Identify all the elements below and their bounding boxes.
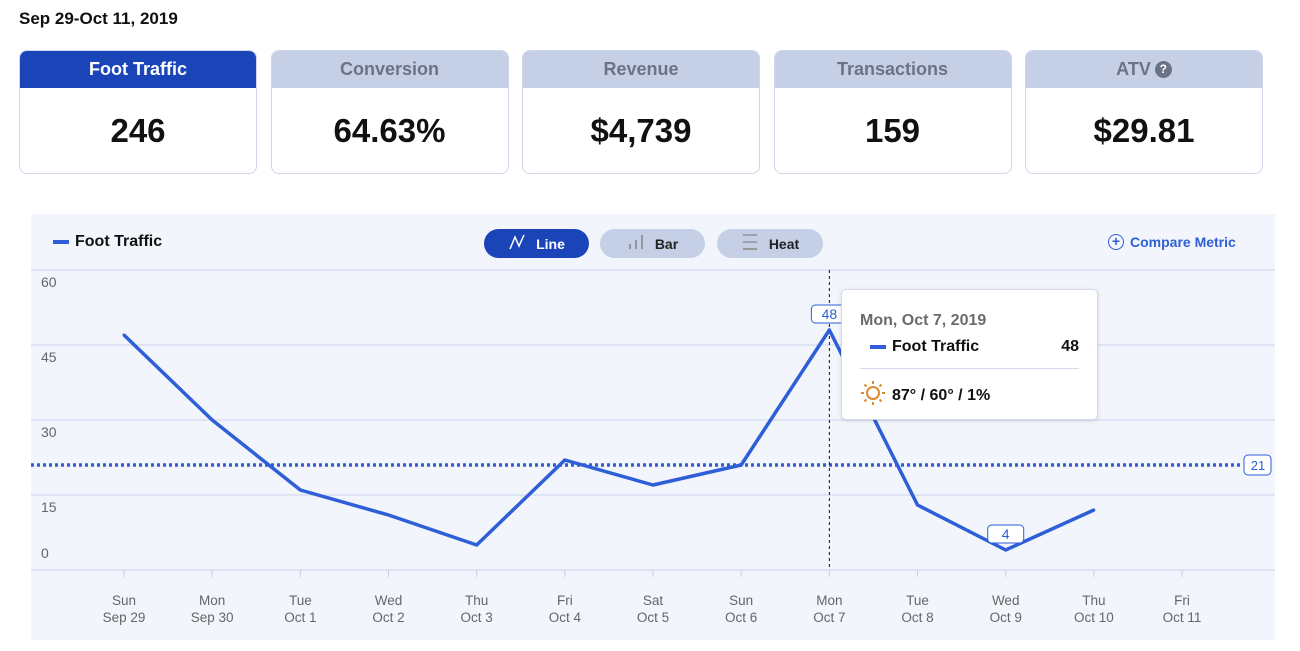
metric-card-transactions[interactable]: Transactions 159: [773, 50, 1012, 174]
x-tick-label: Fri: [1174, 593, 1190, 608]
date-range: Sep 29-Oct 11, 2019: [19, 9, 178, 28]
x-tick-label: Oct 5: [637, 610, 669, 625]
x-tick-label: Mon: [816, 593, 842, 608]
data-label: 4: [1002, 526, 1010, 542]
x-tick-label: Oct 2: [372, 610, 404, 625]
metric-label: Revenue: [523, 51, 759, 88]
data-point: [210, 418, 214, 422]
view-heat-button[interactable]: Heat: [717, 229, 823, 258]
x-tick-label: Sun: [729, 593, 753, 608]
view-label: Line: [536, 235, 565, 252]
divider: [860, 368, 1079, 369]
metric-card-atv[interactable]: ATV? $29.81: [1025, 50, 1263, 174]
metric-value: $29.81: [1093, 112, 1195, 149]
x-tick-label: Sep 29: [103, 610, 146, 625]
x-tick-label: Sep 30: [191, 610, 234, 625]
metric-value: $4,739: [590, 112, 692, 149]
x-tick-label: Oct 3: [461, 610, 493, 625]
metric-label: ATV?: [1026, 51, 1262, 88]
metric-label-text: ATV: [1116, 59, 1151, 79]
x-tick-label: Oct 9: [990, 610, 1022, 625]
x-tick-label: Wed: [992, 593, 1020, 608]
x-tick-label: Wed: [375, 593, 403, 608]
x-tick-label: Fri: [557, 593, 573, 608]
y-tick-label: 0: [41, 545, 49, 561]
line-chart-icon: [508, 234, 526, 253]
average-label: 21: [1251, 458, 1265, 473]
data-label-box: [987, 524, 1025, 544]
tooltip-weather: 87° / 60° / 1%: [892, 386, 991, 404]
x-tick-label: Oct 6: [725, 610, 757, 625]
y-tick-label: 15: [41, 499, 57, 515]
legend-swatch: [870, 345, 886, 349]
x-tick-label: Mon: [199, 593, 225, 608]
metric-label-text: Transactions: [836, 59, 949, 79]
data-label: 48: [822, 306, 838, 322]
view-label: Heat: [768, 235, 800, 252]
metric-card-revenue[interactable]: Revenue $4,739: [522, 50, 760, 174]
legend-swatch: [53, 240, 69, 244]
data-point: [739, 463, 743, 467]
metric-label: Transactions: [774, 51, 1011, 88]
x-tick-label: Oct 11: [1163, 610, 1202, 625]
x-tick-label: Tue: [289, 593, 312, 608]
y-tick-label: 45: [41, 349, 57, 365]
metric-value: 64.63%: [333, 112, 446, 149]
plus-circle-icon: +: [1108, 234, 1124, 250]
bar-chart-icon: [627, 234, 645, 253]
tooltip: Mon, Oct 7, 2019 Foot Traffic 48 87° / 60…: [841, 289, 1098, 420]
metric-label: Conversion: [271, 51, 508, 88]
x-tick-label: Tue: [906, 593, 929, 608]
tooltip-series: Foot Traffic: [892, 338, 980, 355]
x-tick-label: Sun: [112, 593, 136, 608]
x-tick-label: Oct 4: [549, 610, 582, 625]
metric-card-conversion[interactable]: Conversion 64.63%: [270, 50, 509, 174]
series-line-foot-traffic: [122, 328, 1095, 552]
metric-value: 159: [864, 112, 921, 149]
metric-label-text: Conversion: [339, 59, 440, 79]
view-label: Bar: [654, 235, 679, 252]
legend-label: Foot Traffic: [75, 233, 163, 250]
question-circle-icon[interactable]: ?: [1154, 61, 1172, 78]
x-tick-label: Oct 10: [1074, 610, 1114, 625]
data-point: [916, 503, 920, 507]
metric-label-text: Revenue: [603, 59, 679, 79]
x-tick-label: Oct 1: [284, 610, 316, 625]
data-point: [827, 328, 831, 332]
average-badge: [1243, 454, 1272, 476]
metric-value: 246: [110, 112, 166, 149]
x-tick-label: Thu: [465, 593, 488, 608]
sun-icon: [860, 380, 886, 411]
metric-label-text: Foot Traffic: [89, 59, 187, 79]
data-point: [651, 483, 655, 487]
legend: Foot Traffic: [53, 233, 162, 251]
view-line-button[interactable]: Line: [484, 229, 589, 258]
metric-card-foot-traffic[interactable]: Foot Traffic 246: [19, 50, 257, 174]
x-tick-label: Oct 7: [813, 610, 845, 625]
x-tick-label: Oct 8: [901, 610, 933, 625]
data-point: [122, 333, 126, 337]
data-point: [563, 458, 567, 462]
compare-label: Compare Metric: [1130, 234, 1236, 250]
view-bar-button[interactable]: Bar: [600, 229, 705, 258]
data-point: [475, 543, 479, 547]
data-point: [387, 513, 391, 517]
data-point: [298, 488, 302, 492]
metric-label: Foot Traffic: [20, 51, 256, 88]
x-tick-label: Thu: [1082, 593, 1105, 608]
y-tick-label: 30: [41, 424, 57, 440]
tooltip-date: Mon, Oct 7, 2019: [860, 312, 987, 329]
tooltip-value: 48: [1061, 338, 1079, 355]
data-point: [1092, 508, 1096, 512]
y-tick-label: 60: [41, 274, 57, 290]
data-point: [1004, 548, 1008, 552]
chart-panel: [31, 214, 1275, 640]
compare-metric-button[interactable]: + Compare Metric: [1108, 234, 1236, 250]
heat-icon: [741, 233, 759, 254]
x-tick-label: Sat: [643, 593, 664, 608]
